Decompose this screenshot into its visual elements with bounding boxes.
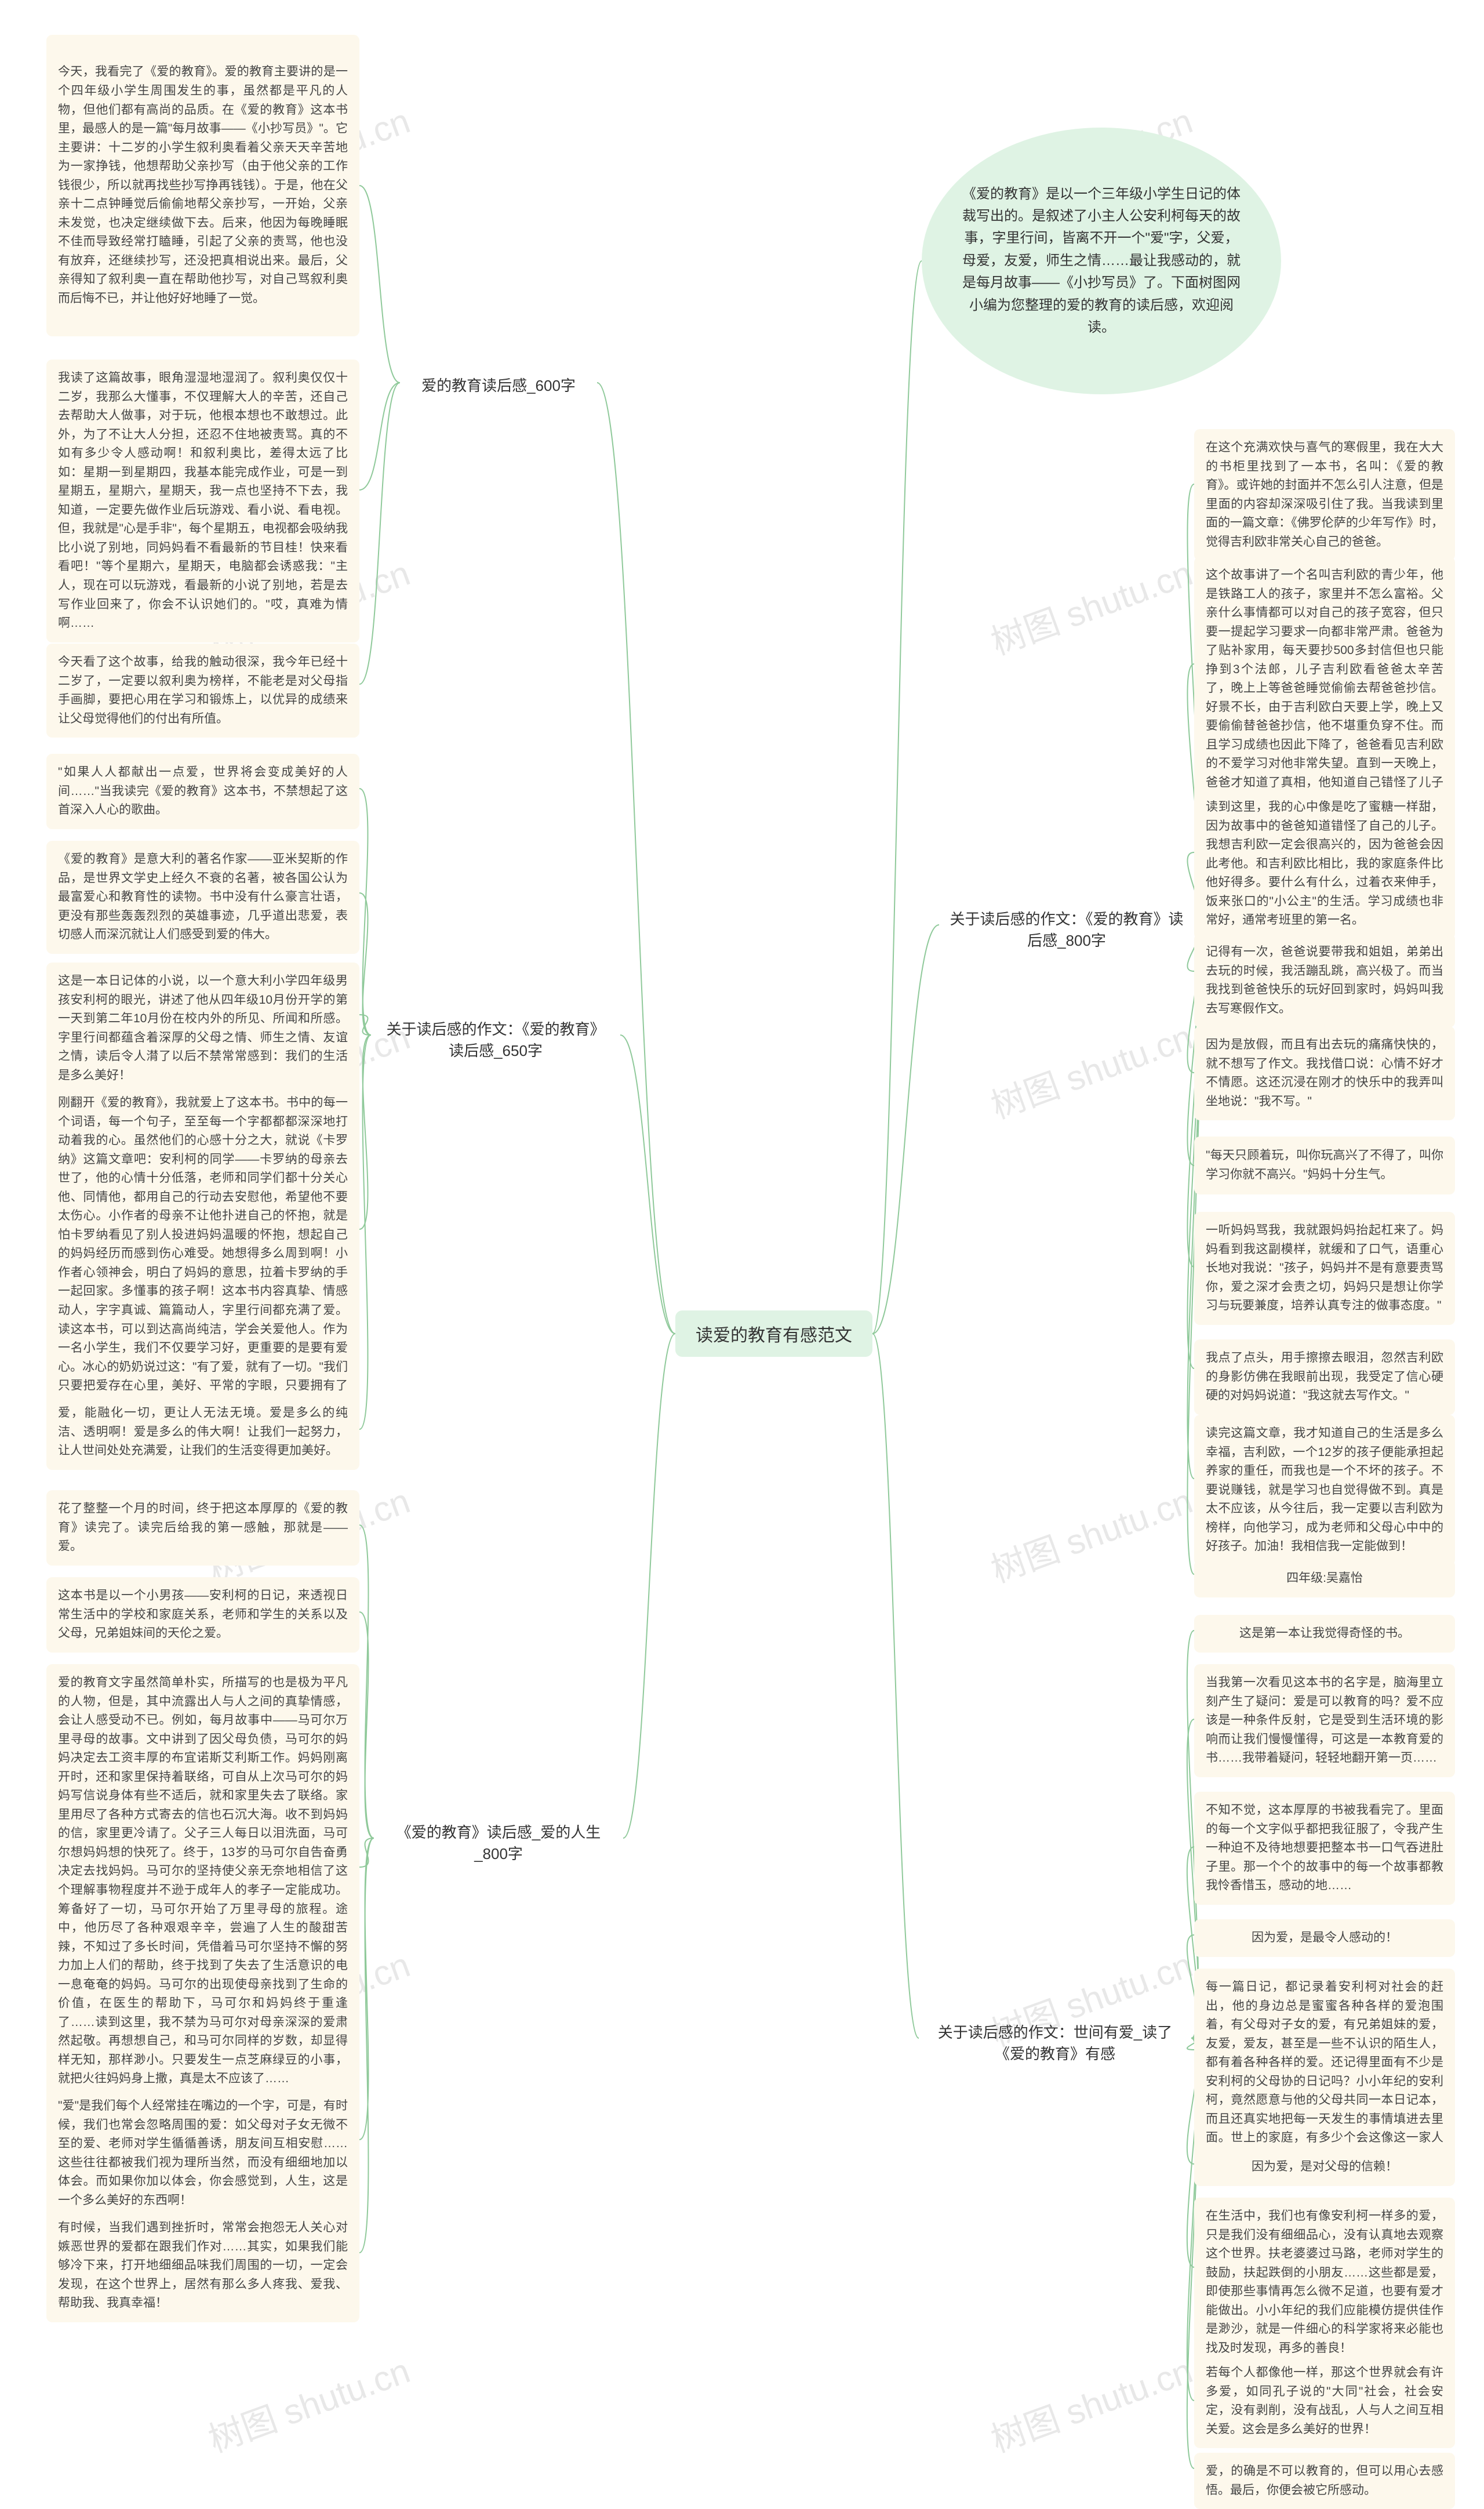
leaf-text: 记得有一次，爸爸说要带我和姐姐，弟弟出去玩的时候，我活蹦乱跳，高兴极了。而当我找… xyxy=(1206,943,1443,1018)
leaf-node: "爱"是我们每个人经常挂在嘴边的一个字，可是，有时候，我们也常会忽略周围的爱：如… xyxy=(46,2087,359,2219)
leaf-node: 读到这里，我的心中像是吃了蜜糖一样甜，因为故事中的爸爸知道错怪了自己的儿子。我想… xyxy=(1194,789,1455,939)
bubble-text: 《爱的教育》是以一个三年级小学生日记的体裁写出的。是叙述了小主人公安利柯每天的故… xyxy=(962,183,1241,339)
leaf-text: 不知不觉，这本厚厚的书被我看完了。里面的每一个文字似乎都把我征服了，令我产生一种… xyxy=(1206,1801,1443,1896)
leaf-text: 今天看了这个故事，给我的触动很深，我今年已经十二岁了，一定要以叙利奥为榜样，不能… xyxy=(58,653,348,728)
intro-bubble: 《爱的教育》是以一个三年级小学生日记的体裁写出的。是叙述了小主人公安利柯每天的故… xyxy=(922,128,1281,394)
leaf-node: 因为爱，是最令人感动的！ xyxy=(1194,1919,1455,1957)
leaf-text: 这是一本日记体的小说，以一个意大利小学四年级男孩安利柯的眼光，讲述了他从四年级1… xyxy=(58,972,348,1085)
leaf-text: 爱，的确是不可以教育的，但可以用心去感悟。最后，你便会被它所感动。 xyxy=(1206,2462,1443,2500)
leaf-text: "每天只顾着玩，叫你玩高兴了不得了，叫你学习你就不高兴。"妈妈十分生气。 xyxy=(1206,1146,1443,1184)
leaf-text: 我读了这篇故事，眼角湿湿地湿润了。叙利奥仅仅十二岁，我那么大懂事，不仅理解大人的… xyxy=(58,369,348,633)
leaf-text: 每一篇日记，都记录着安利柯对社会的赶出，他的身边总是蜜蜜各种各样的爱泡围着，有父… xyxy=(1206,1978,1443,2166)
leaf-text: 读完这篇文章，我才知道自己的生活是多么幸福，吉利欧，一个12岁的孩子便能承担起养… xyxy=(1206,1424,1443,1556)
leaf-node: 不知不觉，这本厚厚的书被我看完了。里面的每一个文字似乎都把我征服了，令我产生一种… xyxy=(1194,1792,1455,1905)
leaf-node: 当我第一次看见这本书的名字是，脑海里立刻产生了疑问：爱是可以教育的吗？爱不应该是… xyxy=(1194,1664,1455,1777)
branch-label: 关于读后感的作文：《爱的教育》读后感_800字 xyxy=(948,907,1185,950)
branch-label: 关于读后感的作文：世间有爱_读了《爱的教育》有感 xyxy=(928,2021,1182,2064)
leaf-node: 爱，能融化一切，更让人无法无境。爱是多么的纯洁、透明啊！爱是多么的伟大啊！让我们… xyxy=(46,1395,359,1470)
leaf-node: 《爱的教育》是意大利的著名作家——亚米契斯的作品，是世界文学史上经久不衰的名著，… xyxy=(46,841,359,954)
leaf-node: 今天，我看完了《爱的教育》。爱的教育主要讲的是一个四年级小学生周围发生的事，虽然… xyxy=(46,35,359,336)
branch-label: 关于读后感的作文：《爱的教育》读后感_650字 xyxy=(380,1018,611,1061)
branch-label: 《爱的教育》读后感_爱的人生_800字 xyxy=(383,1821,614,1864)
leaf-node: 这本书是以一个小男孩——安利柯的日记，来透视日常生活中的学校和家庭关系，老师和学… xyxy=(46,1577,359,1653)
leaf-node: "如果人人都献出一点爱，世界将会变成美好的人间……"当我读完《爱的教育》这本书，… xyxy=(46,754,359,829)
leaf-text: "如果人人都献出一点爱，世界将会变成美好的人间……"当我读完《爱的教育》这本书，… xyxy=(58,763,348,820)
center-node: 读爱的教育有感范文 xyxy=(675,1310,872,1357)
leaf-node: 若每个人都像他一样，那这个世界就会有许多爱，如同孔子说的"大同"社会，社会安定，… xyxy=(1194,2354,1455,2448)
leaf-text: 这本书是以一个小男孩——安利柯的日记，来透视日常生活中的学校和家庭关系，老师和学… xyxy=(58,1586,348,1643)
leaf-text: 刚翻开《爱的教育》，我就爱上了这本书。书中的每一个词语，每一个句子，至至每一个字… xyxy=(58,1094,348,1414)
leaf-node: "每天只顾着玩，叫你玩高兴了不得了，叫你学习你就不高兴。"妈妈十分生气。 xyxy=(1194,1137,1455,1194)
leaf-text: "爱"是我们每个人经常挂在嘴边的一个字，可是，有时候，我们也常会忽略周围的爱：如… xyxy=(58,2097,348,2210)
leaf-text: 因为是放假，而且有出去玩的痛痛快快的，就不想写了作文。我找借口说：心情不好才不情… xyxy=(1206,1036,1443,1111)
leaf-text: 我点了点头，用手擦擦去眼泪，忽然吉利欧的身影仿佛在我眼前出现，我受定了信心硬硬的… xyxy=(1206,1349,1443,1406)
leaf-node: 读完这篇文章，我才知道自己的生活是多么幸福，吉利欧，一个12岁的孩子便能承担起养… xyxy=(1194,1415,1455,1566)
leaf-node: 爱，的确是不可以教育的，但可以用心去感悟。最后，你便会被它所感动。 xyxy=(1194,2453,1455,2509)
leaf-text: 当我第一次看见这本书的名字是，脑海里立刻产生了疑问：爱是可以教育的吗？爱不应该是… xyxy=(1206,1673,1443,1768)
leaf-text: 这个故事讲了一个名叫吉利欧的青少年，他是铁路工人的孩子，家里并不怎么富裕。父亲什… xyxy=(1206,566,1443,811)
leaf-text: 若每个人都像他一样，那这个世界就会有许多爱，如同孔子说的"大同"社会，社会安定，… xyxy=(1206,2363,1443,2439)
leaf-node: 记得有一次，爸爸说要带我和姐姐，弟弟出去玩的时候，我活蹦乱跳，高兴极了。而当我找… xyxy=(1194,934,1455,1027)
leaf-node: 这是第一本让我觉得奇怪的书。 xyxy=(1194,1615,1455,1653)
leaf-text: 在生活中，我们也有像安利柯一样多的爱，只是我们没有细细品心，没有认真地去观察这个… xyxy=(1206,2207,1443,2358)
leaf-node: 今天看了这个故事，给我的触动很深，我今年已经十二岁了，一定要以叙利奥为榜样，不能… xyxy=(46,644,359,738)
leaf-text: 今天，我看完了《爱的教育》。爱的教育主要讲的是一个四年级小学生周围发生的事，虽然… xyxy=(58,63,348,308)
leaf-text: 读到这里，我的心中像是吃了蜜糖一样甜，因为故事中的爸爸知道错怪了自己的儿子。我想… xyxy=(1206,798,1443,930)
leaf-text: 因为爱，是最令人感动的！ xyxy=(1252,1929,1398,1948)
leaf-text: 爱的教育文字虽然简单朴实，所描写的也是极为平凡的人物，但是，其中流露出人与人之间… xyxy=(58,1673,348,2089)
leaf-node: 因为爱，是对父母的信赖！ xyxy=(1194,2148,1455,2186)
leaf-text: 一听妈妈骂我，我就跟妈妈抬起杠来了。妈妈看到我这副模样，就缓和了口气，语重心长地… xyxy=(1206,1221,1443,1316)
leaf-node: 每一篇日记，都记录着安利柯对社会的赶出，他的身边总是蜜蜜各种各样的爱泡围着，有父… xyxy=(1194,1969,1455,2176)
watermark: 树图 shutu.cn xyxy=(983,1009,1198,1128)
center-label: 读爱的教育有感范文 xyxy=(696,1321,852,1346)
leaf-node: 因为是放假，而且有出去玩的痛痛快快的，就不想写了作文。我找借口说：心情不好才不情… xyxy=(1194,1026,1455,1120)
leaf-node: 在这个充满欢快与喜气的寒假里，我在大大的书柜里找到了一本书，名叫：《爱的教育》。… xyxy=(1194,429,1455,561)
branch-node: 关于读后感的作文：《爱的教育》读后感_650字 xyxy=(371,1012,620,1066)
leaf-node: 我点了点头，用手擦擦去眼泪，忽然吉利欧的身影仿佛在我眼前出现，我受定了信心硬硬的… xyxy=(1194,1339,1455,1415)
leaf-text: 花了整整一个月的时间，终于把这本厚厚的《爱的教育》读完了。读完后给我的第一感触，… xyxy=(58,1499,348,1556)
leaf-text: 在这个充满欢快与喜气的寒假里，我在大大的书柜里找到了一本书，名叫：《爱的教育》。… xyxy=(1206,438,1443,551)
leaf-text: 《爱的教育》是意大利的著名作家——亚米契斯的作品，是世界文学史上经久不衰的名著，… xyxy=(58,850,348,945)
watermark: 树图 shutu.cn xyxy=(201,2343,416,2462)
branch-label: 爱的教育读后感_600字 xyxy=(421,374,576,395)
leaf-node: 在生活中，我们也有像安利柯一样多的爱，只是我们没有细细品心，没有认真地去观察这个… xyxy=(1194,2198,1455,2367)
watermark: 树图 shutu.cn xyxy=(983,545,1198,665)
leaf-node: 爱的教育文字虽然简单朴实，所描写的也是极为平凡的人物，但是，其中流露出人与人之间… xyxy=(46,1664,359,2098)
branch-node: 关于读后感的作文：世间有爱_读了《爱的教育》有感 xyxy=(919,2015,1191,2069)
leaf-node: 刚翻开《爱的教育》，我就爱上了这本书。书中的每一个词语，每一个句子，至至每一个字… xyxy=(46,1084,359,1424)
leaf-text: 这是第一本让我觉得奇怪的书。 xyxy=(1239,1624,1410,1643)
leaf-node: 有时候，当我们遇到挫折时，常常会抱怨无人关心对嫉恶世界的爱都在跟我们作对……其实… xyxy=(46,2209,359,2322)
leaf-node: 我读了这篇故事，眼角湿湿地湿润了。叙利奥仅仅十二岁，我那么大懂事，不仅理解大人的… xyxy=(46,360,359,642)
leaf-text: 四年级:吴嘉怡 xyxy=(1286,1569,1363,1588)
branch-node: 《爱的教育》读后感_爱的人生_800字 xyxy=(374,1815,623,1869)
leaf-text: 因为爱，是对父母的信赖！ xyxy=(1252,2158,1398,2177)
watermark: 树图 shutu.cn xyxy=(983,2343,1198,2462)
branch-node: 爱的教育读后感_600字 xyxy=(400,368,597,401)
leaf-node: 这是一本日记体的小说，以一个意大利小学四年级男孩安利柯的眼光，讲述了他从四年级1… xyxy=(46,963,359,1094)
leaf-text: 有时候，当我们遇到挫折时，常常会抱怨无人关心对嫉恶世界的爱都在跟我们作对……其实… xyxy=(58,2218,348,2313)
leaf-node: 花了整整一个月的时间，终于把这本厚厚的《爱的教育》读完了。读完后给我的第一感触，… xyxy=(46,1490,359,1566)
leaf-text: 爱，能融化一切，更让人无法无境。爱是多么的纯洁、透明啊！爱是多么的伟大啊！让我们… xyxy=(58,1404,348,1461)
leaf-node: 一听妈妈骂我，我就跟妈妈抬起杠来了。妈妈看到我这副模样，就缓和了口气，语重心长地… xyxy=(1194,1212,1455,1325)
leaf-node: 四年级:吴嘉怡 xyxy=(1194,1560,1455,1597)
watermark: 树图 shutu.cn xyxy=(983,1473,1198,1592)
leaf-node: 这个故事讲了一个名叫吉利欧的青少年，他是铁路工人的孩子，家里并不怎么富裕。父亲什… xyxy=(1194,557,1455,820)
branch-node: 关于读后感的作文：《爱的教育》读后感_800字 xyxy=(939,902,1194,956)
